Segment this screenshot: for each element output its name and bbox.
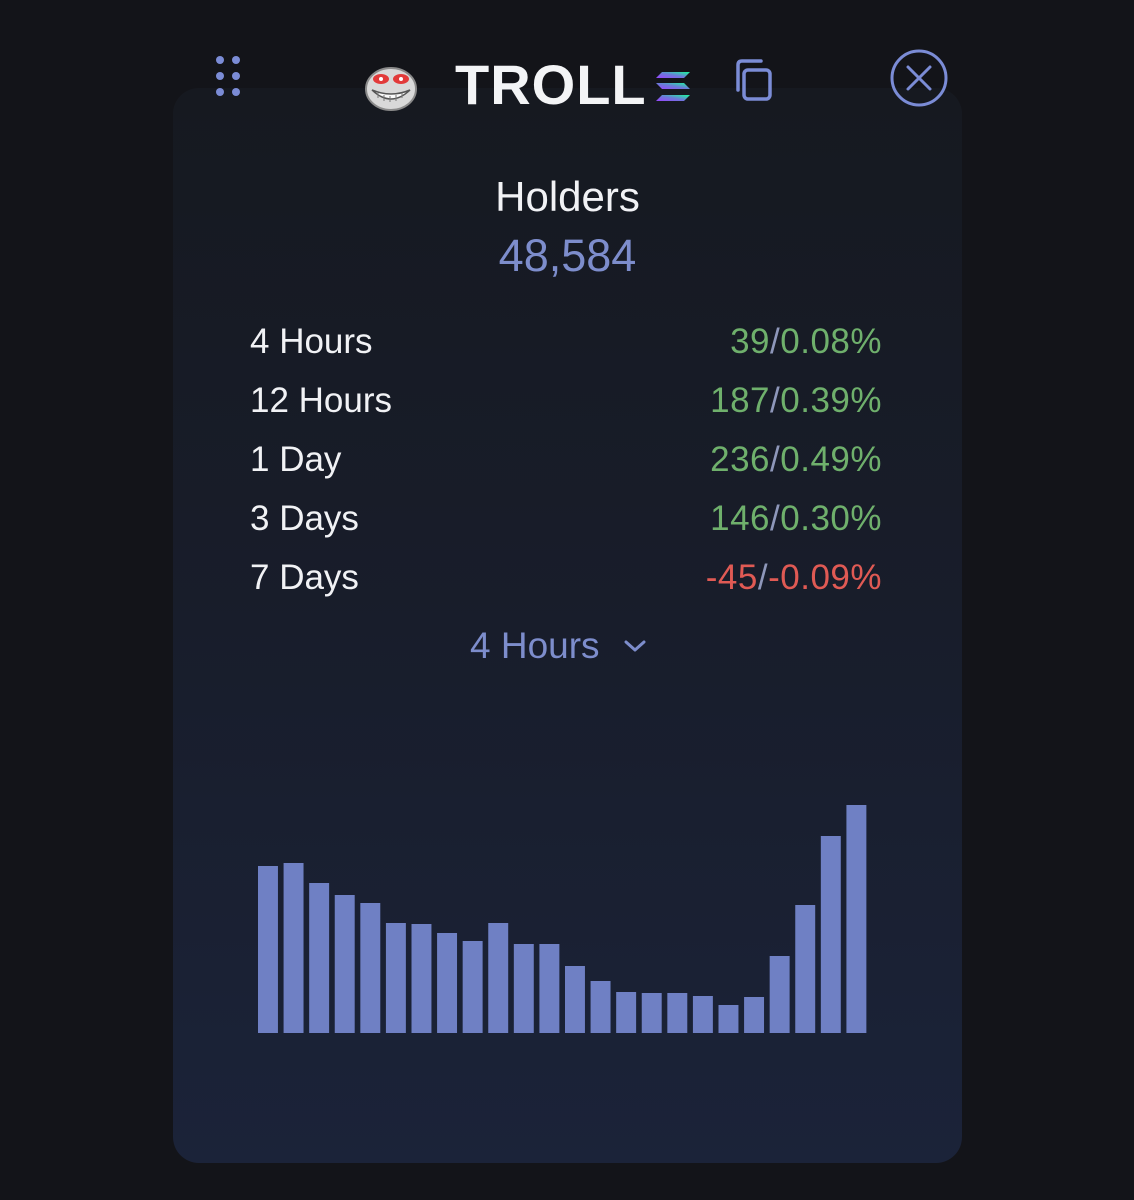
stat-row-1-day: 1 Day 236/0.49% (250, 430, 882, 489)
holders-bar-chart (258, 805, 867, 1033)
stat-change: 39 (730, 321, 771, 361)
solana-icon (656, 72, 690, 101)
stat-label: 4 Hours (250, 321, 373, 361)
close-icon[interactable] (889, 48, 949, 108)
stat-percent: -0.09% (768, 558, 882, 598)
chart-bar (462, 941, 483, 1033)
holders-count: 48,584 (498, 230, 637, 281)
chevron-down-icon (624, 640, 646, 652)
stat-percent: 0.49% (780, 439, 882, 479)
chart-bar (616, 992, 637, 1033)
stat-percent: 0.08% (780, 321, 882, 361)
copy-icon[interactable] (728, 56, 778, 106)
stat-percent: 0.30% (780, 499, 882, 539)
chart-bar (846, 805, 867, 1033)
stat-change: -45 (705, 558, 758, 598)
chart-bar (258, 866, 278, 1033)
chart-bar (360, 903, 381, 1033)
chart-bar (411, 924, 432, 1033)
stat-change: 146 (710, 499, 771, 539)
stat-row-4-hours: 4 Hours 39/0.08% (250, 312, 882, 371)
stat-row-3-days: 3 Days 146/0.30% (250, 490, 882, 549)
stat-label: 7 Days (250, 558, 359, 598)
stat-value: 236/0.49% (710, 439, 882, 479)
chart-bar (641, 993, 662, 1033)
stat-value: 39/0.08% (730, 321, 882, 361)
chart-bar (667, 993, 688, 1033)
chart-bar (488, 923, 509, 1033)
chart-bar (692, 996, 713, 1033)
stat-change: 187 (710, 380, 771, 420)
chart-bar (795, 905, 816, 1033)
chart-bar (718, 1005, 739, 1033)
stat-row-7-days: 7 Days -45/-0.09% (250, 549, 882, 608)
stat-label: 3 Days (250, 499, 359, 539)
chart-bar (283, 863, 304, 1033)
token-name: TROLL (455, 53, 647, 116)
chart-bar (590, 981, 611, 1033)
chart-bar (513, 944, 534, 1033)
chart-bar (539, 944, 560, 1033)
chart-bar (769, 956, 790, 1033)
stat-label: 1 Day (250, 439, 342, 479)
stat-change: 236 (710, 439, 771, 479)
chart-bar (385, 923, 406, 1033)
stat-value: -45/-0.09% (705, 558, 882, 598)
chart-bar (744, 997, 765, 1033)
period-dropdown-label: 4 Hours (470, 625, 600, 666)
stat-label: 12 Hours (250, 380, 393, 420)
chart-bar (334, 895, 355, 1033)
chart-bar (309, 883, 330, 1033)
chart-bar (565, 966, 585, 1033)
holder-change-list: 4 Hours 39/0.08% 12 Hours 187/0.39% 1 Da… (250, 312, 882, 608)
holders-title: Holders (495, 173, 640, 220)
stat-row-12-hours: 12 Hours 187/0.39% (250, 371, 882, 430)
drag-handle-icon[interactable] (216, 56, 244, 100)
stat-value: 146/0.30% (710, 499, 882, 539)
period-dropdown[interactable]: 4 Hours (470, 622, 648, 670)
chart-bar (437, 933, 458, 1033)
stat-percent: 0.39% (780, 380, 882, 420)
stat-value: 187/0.39% (710, 380, 882, 420)
troll-face-avatar (365, 67, 417, 111)
chart-bar (820, 836, 841, 1033)
